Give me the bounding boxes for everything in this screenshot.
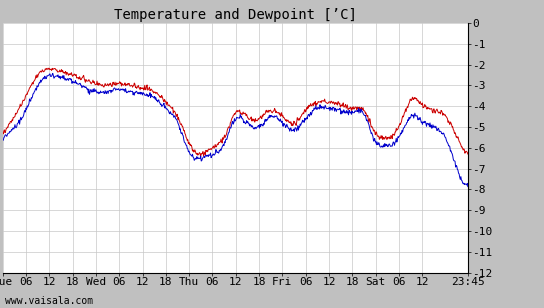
Text: www.vaisala.com: www.vaisala.com <box>5 297 94 306</box>
Title: Temperature and Dewpoint [’C]: Temperature and Dewpoint [’C] <box>114 8 357 22</box>
